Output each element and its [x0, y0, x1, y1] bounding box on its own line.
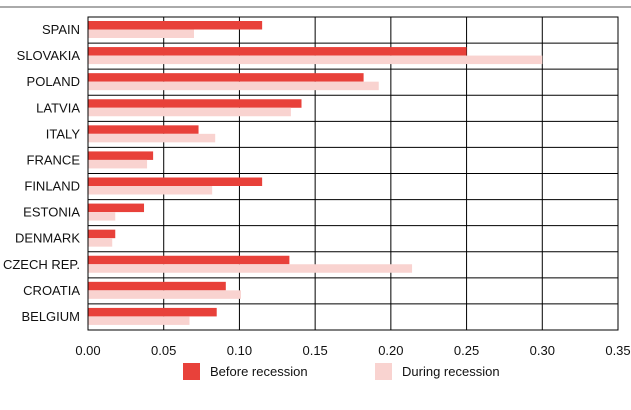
bar-before: [88, 21, 263, 30]
x-tick-label: 0.35: [605, 343, 630, 358]
bars: [88, 21, 543, 325]
bar-during: [88, 81, 379, 91]
category-label: SPAIN: [42, 22, 80, 37]
legend-swatch-during: [375, 363, 392, 380]
category-label: ITALY: [46, 126, 81, 141]
category-label: CROATIA: [23, 283, 80, 298]
bar-during: [88, 186, 213, 195]
x-tick-label: 0.10: [227, 343, 252, 358]
category-label: BELGIUM: [21, 309, 80, 324]
bar-during: [88, 107, 291, 117]
bar-before: [88, 255, 290, 265]
bar-before: [88, 281, 226, 291]
bar-before: [88, 307, 217, 317]
bar-before: [88, 151, 154, 160]
bar-before: [88, 99, 302, 108]
legend-label-before: Before recession: [210, 364, 308, 379]
tick-labels: 0.00 0.05 0.10 0.15 0.20 0.25 0.30 0.35: [75, 343, 630, 358]
legend: Before recession During recession: [183, 363, 500, 380]
bar-during: [88, 316, 190, 325]
x-tick-label: 0.00: [75, 343, 100, 358]
bar-during: [88, 290, 241, 299]
x-tick-label: 0.30: [530, 343, 555, 358]
bar-during: [88, 29, 194, 38]
x-tick-label: 0.25: [454, 343, 479, 358]
bar-during: [88, 55, 543, 65]
bar-during: [88, 212, 116, 221]
grid: [87, 17, 619, 330]
category-labels: SPAIN SLOVAKIA POLAND LATVIA ITALY FRANCE FINL…: [3, 22, 80, 324]
bar-during: [88, 159, 148, 169]
category-label: CZECH REP.: [3, 257, 80, 272]
category-label: FRANCE: [27, 152, 81, 167]
category-label: ESTONIA: [23, 205, 80, 220]
bar-before: [88, 177, 263, 186]
category-label: SLOVAKIA: [17, 48, 81, 63]
bar-before: [88, 203, 145, 213]
bar-before: [88, 47, 467, 56]
category-label: POLAND: [27, 74, 80, 89]
legend-swatch-before: [183, 363, 200, 380]
x-tick-label: 0.15: [302, 343, 327, 358]
x-tick-label: 0.20: [378, 343, 403, 358]
category-label: DENMARK: [15, 231, 80, 246]
plot-frame: [87, 16, 619, 331]
bar-before: [88, 229, 116, 239]
category-label: FINLAND: [24, 179, 80, 194]
bar-during: [88, 264, 413, 273]
legend-label-during: During recession: [402, 364, 500, 379]
x-tick-label: 0.05: [151, 343, 176, 358]
bar-before: [88, 73, 364, 82]
bar-during: [88, 133, 216, 143]
bar-during: [88, 238, 113, 247]
category-label: LATVIA: [36, 100, 80, 115]
bar-before: [88, 125, 199, 134]
